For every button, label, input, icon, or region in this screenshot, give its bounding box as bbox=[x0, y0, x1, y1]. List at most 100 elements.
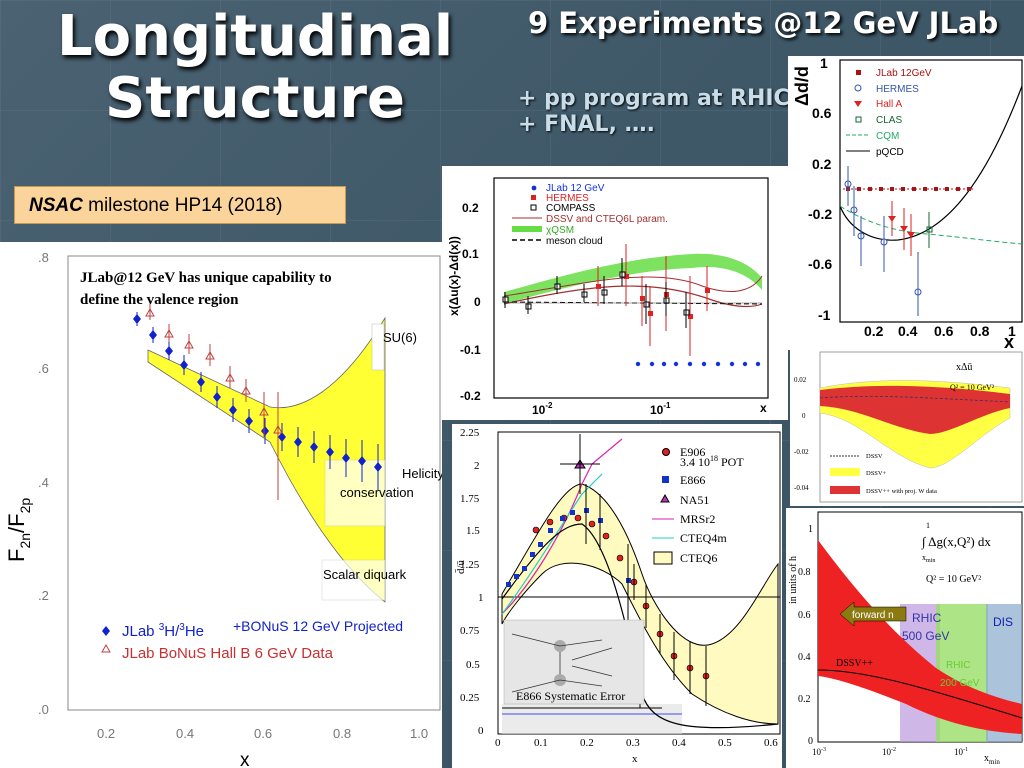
xdu-legend-dssv: DSSV bbox=[866, 453, 883, 460]
e906-legend-mrsr2: MRSr2 bbox=[680, 512, 715, 526]
xdu-label: xΔū bbox=[956, 362, 972, 373]
e906-legend-cteq4m: CTEQ4m bbox=[680, 531, 727, 545]
dubar-point bbox=[701, 361, 707, 367]
dd-legend: JLab 12GeV HERMES Hall A CLAS CQM pQCD bbox=[846, 68, 932, 158]
dd-x-ticks: 0.2 0.4 0.6 0.8 1 bbox=[864, 323, 1016, 339]
forward-arrow: forward n bbox=[839, 601, 907, 627]
f2-x-tick-0: 0.2 bbox=[97, 726, 115, 741]
integral-lower: xmin bbox=[922, 553, 935, 564]
legend-triangle-icon bbox=[101, 643, 111, 653]
f2-x-ticks: 0.2 0.4 0.6 0.8 1.0 bbox=[97, 726, 428, 741]
xdu-legend: DSSV DSSV+ DSSV++ with proj. W data bbox=[830, 453, 937, 495]
ann-helicity-1: Helicity bbox=[402, 466, 442, 481]
slide-title: Longitudinal Structure bbox=[20, 6, 490, 130]
f2-x-tick-1: 0.4 bbox=[176, 726, 194, 741]
dg-y-ticks: 1 0.8 0.6 0.4 0.2 0 bbox=[798, 524, 813, 747]
dg-ylabel: in units of h bbox=[788, 556, 799, 604]
dd-x-tick: 0.6 bbox=[934, 323, 954, 339]
dubar-y-tick: 0.2 bbox=[462, 201, 479, 215]
dubar-legend-meson: meson cloud bbox=[546, 236, 603, 247]
dd-legend-hermes: HERMES bbox=[876, 84, 919, 95]
dd-x-tick: 1 bbox=[1008, 323, 1016, 339]
dubar-point bbox=[715, 361, 721, 367]
dd-legend-pqcd: pQCD bbox=[876, 147, 904, 158]
legend-square-icon bbox=[531, 195, 536, 200]
dd-halla-errors bbox=[891, 201, 912, 256]
e906-legend: E906 3.4 1018 POT E866 NA51 MRSr2 CTEQ4m… bbox=[652, 445, 744, 565]
panel-delta-g: forward n RHIC 500 GeV DIS RHIC 200 GeV … bbox=[786, 508, 1024, 768]
e866-point bbox=[514, 574, 519, 579]
dubar-y-ticks: 0.2 0.1 0 -0.1 -0.2 bbox=[460, 201, 481, 403]
rhic200-label-2: 200 GeV bbox=[940, 678, 980, 689]
dd-x-tick: 0.4 bbox=[898, 323, 918, 339]
dubar-y-tick: 0.1 bbox=[462, 247, 479, 261]
dg-y-tick: 0.4 bbox=[798, 652, 811, 663]
dubar-jlab-points bbox=[635, 361, 761, 367]
e906-x-tick: 0.2 bbox=[580, 737, 594, 749]
slide-subtitle: 9 Experiments @12 GeV JLab bbox=[528, 6, 999, 40]
e906-y-tick: 2.25 bbox=[460, 427, 480, 439]
ann-diquark: Scalar diquark bbox=[323, 567, 407, 582]
dubar-ylabel: x(Δu(x)-Δd(x)) bbox=[447, 236, 461, 316]
e906-x-ticks: 0 0.1 0.2 0.3 0.4 0.5 0.6 bbox=[495, 737, 778, 749]
dubar-y-tick: -0.2 bbox=[460, 389, 481, 403]
f2-y-tick-4: .0 bbox=[38, 702, 49, 717]
dd-legend-halla: Hall A bbox=[876, 99, 902, 110]
e866-point bbox=[506, 582, 511, 587]
dubar-xlabel: x bbox=[760, 401, 767, 415]
rhic500-label-1: RHIC bbox=[912, 611, 942, 625]
f2-ylabel: F2n/F2p bbox=[4, 498, 33, 562]
e866-point bbox=[560, 516, 565, 521]
e906-legend-na51: NA51 bbox=[680, 493, 709, 507]
dd-point bbox=[868, 187, 872, 191]
f2-legend: JLab 3H/3He +BONuS 12 GeV Projected JLab… bbox=[101, 618, 403, 662]
dubar-legend-compass: COMPASS bbox=[546, 203, 596, 214]
dssv-label: DSSV++ bbox=[836, 658, 873, 669]
dd-x-tick: 0.8 bbox=[970, 323, 990, 339]
e906-syst-label: E866 Systematic Error bbox=[516, 689, 625, 703]
e906-legend-e866: E866 bbox=[680, 473, 705, 487]
f2-y-tick-2: .4 bbox=[38, 475, 49, 490]
integral-upper: 1 bbox=[926, 521, 930, 530]
legend-circle-icon bbox=[854, 84, 862, 92]
dubar-legend-jlab: JLab 12 GeV bbox=[546, 183, 605, 194]
e906-inset bbox=[503, 619, 645, 705]
xdu-legend-dssvpp: DSSV++ with proj. W data bbox=[866, 488, 937, 495]
e906-y-tick: 1.25 bbox=[460, 559, 480, 571]
dg-x-tick-1: 10-2 bbox=[882, 747, 896, 757]
title-line-1: Longitudinal bbox=[56, 4, 454, 69]
xdu-y-tick: 0 bbox=[802, 412, 806, 420]
xdu-y-tick: -0.04 bbox=[794, 484, 809, 492]
e906-y-tick: 0.5 bbox=[466, 659, 480, 671]
f2-errorbars bbox=[136, 312, 379, 490]
dubar-legend: JLab 12 GeV HERMES COMPASS DSSV and CTEQ… bbox=[512, 183, 668, 247]
dd-x-tick: 0.2 bbox=[864, 323, 884, 339]
extra-programs: + pp program at RHIC + FNAL, …. bbox=[518, 86, 790, 138]
dubar-legend-qsm: χQSM bbox=[546, 225, 574, 236]
e906-legend-pot: 3.4 1018 POT bbox=[680, 454, 744, 469]
dd-hermes-errors bbox=[847, 166, 919, 316]
dd-legend-clas: CLAS bbox=[876, 115, 902, 126]
legend-band-icon bbox=[830, 468, 860, 476]
rhic200-label-1: RHIC bbox=[946, 660, 970, 671]
dd-legend-cqm: CQM bbox=[876, 131, 899, 142]
legend-triangle-icon bbox=[660, 493, 670, 503]
e906-y-tick: 1.75 bbox=[460, 493, 480, 505]
dd-y-ticks: 1 0.6 0.2 -0.2 -0.6 -1 bbox=[808, 56, 832, 323]
dubar-y-tick: 0 bbox=[474, 295, 481, 309]
legend-jlab: JLab 3H/3He bbox=[122, 622, 204, 640]
f2-xlabel: x bbox=[240, 750, 250, 768]
dubar-x-tick-1: 10-1 bbox=[650, 401, 671, 417]
panel-e906-dbar-ubar: E866 Systematic Error 2.25 2 1.75 1.5 1.… bbox=[452, 424, 782, 768]
e906-point bbox=[546, 518, 554, 526]
e906-point bbox=[588, 520, 596, 528]
dg-x-tick-0: 10-3 bbox=[812, 747, 826, 757]
f2-y-tick-0: .8 bbox=[38, 250, 49, 265]
e906-x-tick: 0.6 bbox=[764, 737, 778, 749]
e906-y-tick: 0.75 bbox=[460, 625, 480, 637]
e906-y-ticks: 2.25 2 1.75 1.5 1.25 1 0.75 0.5 0.25 0 bbox=[460, 427, 484, 737]
dd-y-tick: 1 bbox=[820, 56, 828, 71]
dg-y-tick: 0 bbox=[808, 736, 813, 747]
dg-x-tick-2: 10-1 bbox=[954, 747, 968, 757]
dd-ylabel: Δd/d bbox=[792, 66, 812, 106]
